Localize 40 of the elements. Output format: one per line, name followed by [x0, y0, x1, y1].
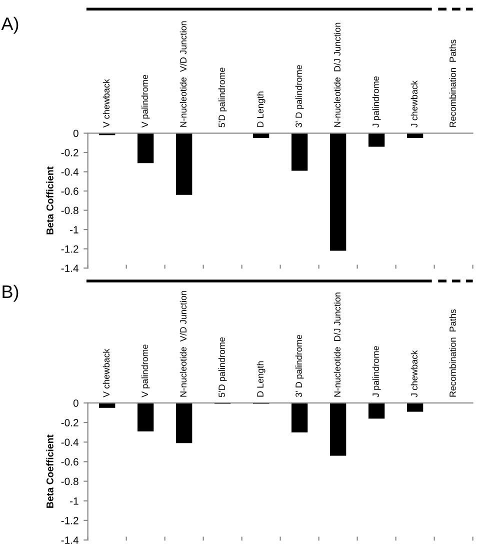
y-tick-label: -0.4	[61, 438, 79, 446]
x-tick-label: V chewback	[102, 78, 110, 128]
x-tick-label: J palindrome	[372, 346, 381, 398]
y-tick-label: -1.4	[61, 264, 79, 272]
x-tick-label: J chewback	[410, 80, 418, 128]
y-tick-label: -0.6	[61, 458, 78, 466]
chart-title: A)	[1, 16, 18, 34]
y-tick-label: 0	[73, 130, 78, 138]
x-tick-label: N-nucleotide V/D Junction	[180, 291, 187, 397]
x-tick-label: Recombination Paths	[449, 309, 456, 397]
y-tick-label: -0.2	[61, 419, 78, 426]
x-tick-label: N-nucleotide D/J Junction	[334, 292, 340, 397]
y-tick-label: 0	[73, 399, 78, 407]
x-tick-label: 5'D palindrome	[218, 68, 227, 128]
x-tick-label: 3' D palindrome	[295, 65, 304, 128]
x-tick-label: N-nucleotide D/J Junction	[334, 22, 340, 127]
x-tick-label: 3' D palindrome	[295, 334, 304, 398]
x-tick-label: N-nucleotide V/D Junction	[180, 21, 187, 127]
y-tick-label: -1	[70, 497, 78, 505]
y-tick-label: -1.2	[61, 245, 78, 253]
y-tick-label: -1.2	[61, 516, 78, 524]
chart-title: B)	[2, 284, 18, 302]
y-axis-title: Beta Coefficient	[46, 434, 54, 508]
y-tick-label: -0.8	[61, 478, 78, 486]
y-tick-label: -0.2	[61, 148, 78, 156]
x-tick-label: J chewback	[410, 350, 418, 398]
x-tick-label: 5'D palindrome	[218, 337, 227, 398]
y-tick-label: -1.4	[61, 536, 79, 544]
y-tick-label: -1	[70, 226, 78, 234]
y-tick-label: -0.6	[61, 188, 78, 195]
x-tick-label: V chewback	[102, 348, 110, 398]
y-tick-label: -0.8	[61, 206, 78, 214]
x-tick-label: J palindrome	[372, 76, 381, 128]
x-tick-label: Recombination Paths	[449, 40, 456, 127]
y-axis-title: Beta Cofficient	[46, 166, 54, 234]
x-tick-label: V palindrome	[141, 74, 150, 128]
x-tick-label: V palindrome	[141, 344, 150, 398]
x-tick-label: D Length	[256, 361, 266, 397]
y-tick-label: -0.4	[61, 168, 79, 176]
x-tick-label: D Length	[256, 92, 266, 127]
